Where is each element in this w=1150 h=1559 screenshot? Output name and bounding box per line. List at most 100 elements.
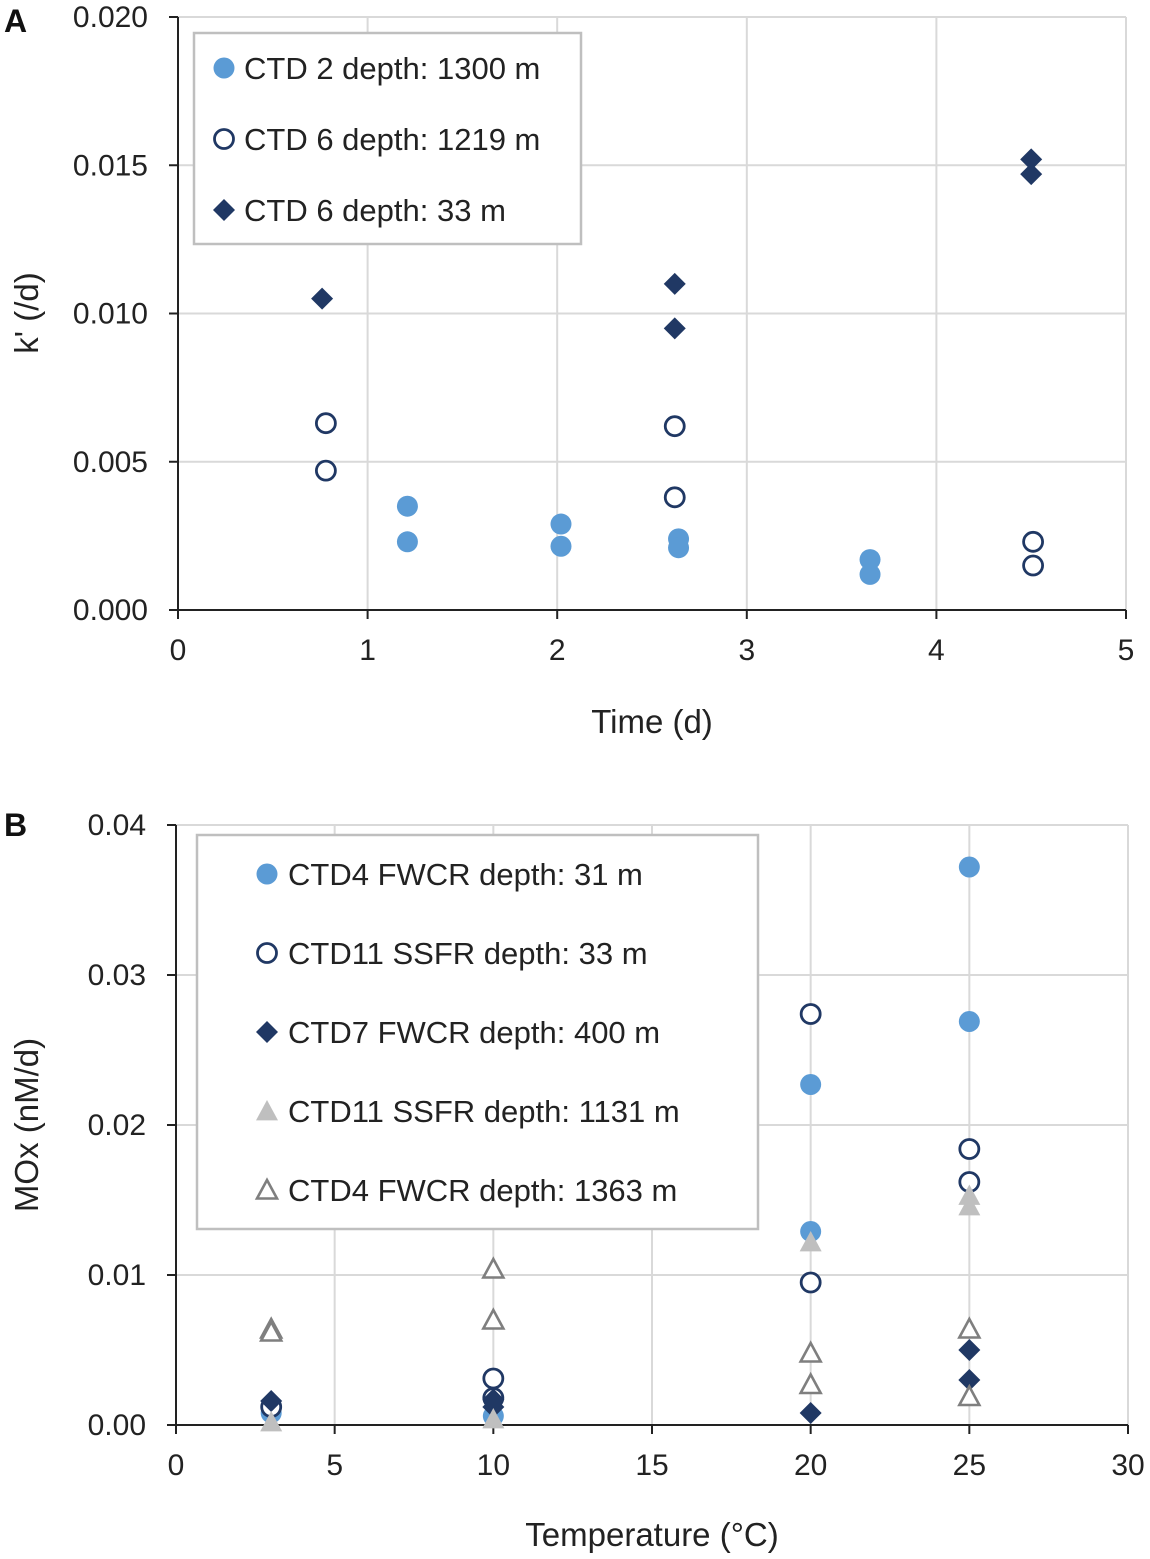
y-tick-label: 0.04: [88, 809, 146, 842]
data-point: [550, 535, 572, 557]
data-point: [1020, 163, 1043, 186]
data-point: [1022, 530, 1044, 553]
legend-entry-ctd7-fwcr-depth-400-m: CTD7 FWCR depth: 400 m: [256, 1015, 660, 1050]
series-ctd4-fwcr-depth-1363-m: [259, 1256, 982, 1407]
legend-marker: [256, 1100, 278, 1121]
x-tick-label: 0: [168, 1449, 185, 1482]
panel-a-data-points: [311, 148, 1044, 585]
legend-label: CTD7 FWCR depth: 400 m: [288, 1015, 660, 1050]
y-tick-label: 0.010: [73, 298, 148, 331]
data-point: [957, 1383, 982, 1407]
legend-entry-ctd-2-depth-1300-m: CTD 2 depth: 1300 m: [213, 51, 540, 86]
series-ctd11-ssfr-depth-1131-m: [260, 1184, 981, 1432]
data-point: [799, 1271, 822, 1294]
legend-label: CTD4 FWCR depth: 31 m: [288, 857, 643, 892]
data-point: [958, 1369, 981, 1391]
data-point: [663, 486, 686, 509]
data-point: [482, 1396, 505, 1418]
data-point: [958, 1011, 980, 1032]
x-tick-label: 30: [1111, 1449, 1144, 1482]
panel-a: A 0 1 2 3 4 5 0.000 0.005 0.010 0.015 0.020 Time (…: [4, 1, 1134, 740]
x-tick-label: 20: [794, 1449, 827, 1482]
legend-label: CTD4 FWCR depth: 1363 m: [288, 1173, 677, 1208]
y-tick-label: 0.03: [88, 959, 146, 992]
data-point: [799, 1231, 822, 1252]
legend-label: CTD 2 depth: 1300 m: [244, 51, 540, 86]
data-point: [260, 1390, 283, 1412]
data-point: [668, 537, 690, 559]
x-tick-label: 15: [635, 1449, 668, 1482]
series-ctd-6-depth-1219-m: [314, 412, 1044, 577]
series-ctd-6-depth-33-m: [311, 148, 1043, 340]
y-tick-label: 0.020: [73, 1, 148, 34]
data-point: [663, 317, 686, 340]
x-tick-label: 3: [738, 634, 755, 667]
data-point: [314, 459, 337, 482]
y-tick-label: 0.02: [88, 1109, 146, 1142]
legend-label: CTD11 SSFR depth: 33 m: [288, 936, 648, 971]
data-point: [958, 1184, 981, 1205]
y-tick-label: 0.005: [73, 446, 148, 479]
legend-marker: [213, 128, 235, 150]
data-point: [799, 1402, 822, 1424]
data-point: [663, 415, 686, 438]
data-point: [859, 563, 881, 585]
data-point: [396, 495, 418, 517]
legend-entry-ctd-6-depth-33-m: CTD 6 depth: 33 m: [213, 193, 506, 228]
data-point: [1020, 148, 1043, 171]
panel-a-x-axis-title: Time (d): [591, 703, 713, 740]
panel-a-label: A: [4, 3, 27, 39]
legend-label: CTD 6 depth: 33 m: [244, 193, 506, 228]
data-point: [800, 1074, 822, 1095]
data-point: [482, 1408, 505, 1429]
y-tick-label: 0.01: [88, 1259, 146, 1292]
data-point: [259, 1319, 284, 1342]
panel-b-tick-labels: 0 5 10 15 20 25 30 0.00 0.01 0.02 0.03 0.04: [88, 809, 1145, 1482]
x-tick-label: 2: [549, 634, 566, 667]
data-point: [958, 1195, 981, 1216]
data-point: [481, 1256, 506, 1279]
data-point: [859, 549, 881, 571]
data-point: [314, 412, 337, 435]
series-ctd-2-depth-1300-m: [396, 495, 881, 585]
legend-entry-ctd4-fwcr-depth-31-m: CTD4 FWCR depth: 31 m: [256, 857, 643, 892]
x-tick-label: 5: [326, 1449, 343, 1482]
panel-b-legend-box: [195, 833, 760, 1231]
legend-marker: [256, 942, 278, 964]
legend-marker: [213, 199, 235, 221]
data-point: [958, 1339, 981, 1361]
data-point: [958, 1138, 981, 1160]
y-tick-label: 0.000: [73, 594, 148, 627]
x-tick-label: 4: [928, 634, 945, 667]
legend-entry-ctd11-ssfr-depth-33-m: CTD11 SSFR depth: 33 m: [256, 936, 648, 971]
panel-b-axes: [167, 824, 1129, 1434]
data-point: [958, 856, 980, 878]
data-point: [799, 1003, 822, 1025]
panel-b-x-axis-title: Temperature (°C): [525, 1516, 778, 1553]
legend-marker: [213, 57, 235, 79]
x-tick-label: 25: [953, 1449, 986, 1482]
data-point: [957, 1316, 982, 1339]
legend-entry-ctd11-ssfr-depth-1131-m: CTD11 SSFR depth: 1131 m: [256, 1094, 680, 1129]
legend-marker: [256, 863, 278, 885]
data-point: [798, 1371, 823, 1395]
legend-entry-ctd-6-depth-1219-m: CTD 6 depth: 1219 m: [213, 122, 540, 157]
data-point: [481, 1307, 506, 1330]
panel-b-y-axis-title: MOx (nM/d): [8, 1038, 45, 1212]
x-tick-label: 10: [477, 1449, 510, 1482]
data-point: [482, 1367, 505, 1390]
data-point: [798, 1340, 823, 1363]
panel-a-legend: CTD 2 depth: 1300 m CTD 6 depth: 1219 m CT…: [192, 31, 583, 246]
panel-b-legend: CTD4 FWCR depth: 31 m CTD11 SSFR depth: 3…: [195, 833, 760, 1231]
data-point: [260, 1411, 283, 1432]
x-tick-label: 0: [170, 634, 187, 667]
data-point: [311, 287, 334, 310]
legend-label: CTD 6 depth: 1219 m: [244, 122, 540, 157]
legend-entry-ctd4-fwcr-depth-1363-m: CTD4 FWCR depth: 1363 m: [254, 1173, 677, 1208]
y-tick-label: 0.00: [88, 1409, 146, 1442]
panel-a-legend-box: [192, 31, 583, 246]
legend-marker: [254, 1177, 280, 1200]
series-ctd7-fwcr-depth-400-m: [260, 1339, 981, 1424]
legend-label: CTD11 SSFR depth: 1131 m: [288, 1094, 680, 1129]
